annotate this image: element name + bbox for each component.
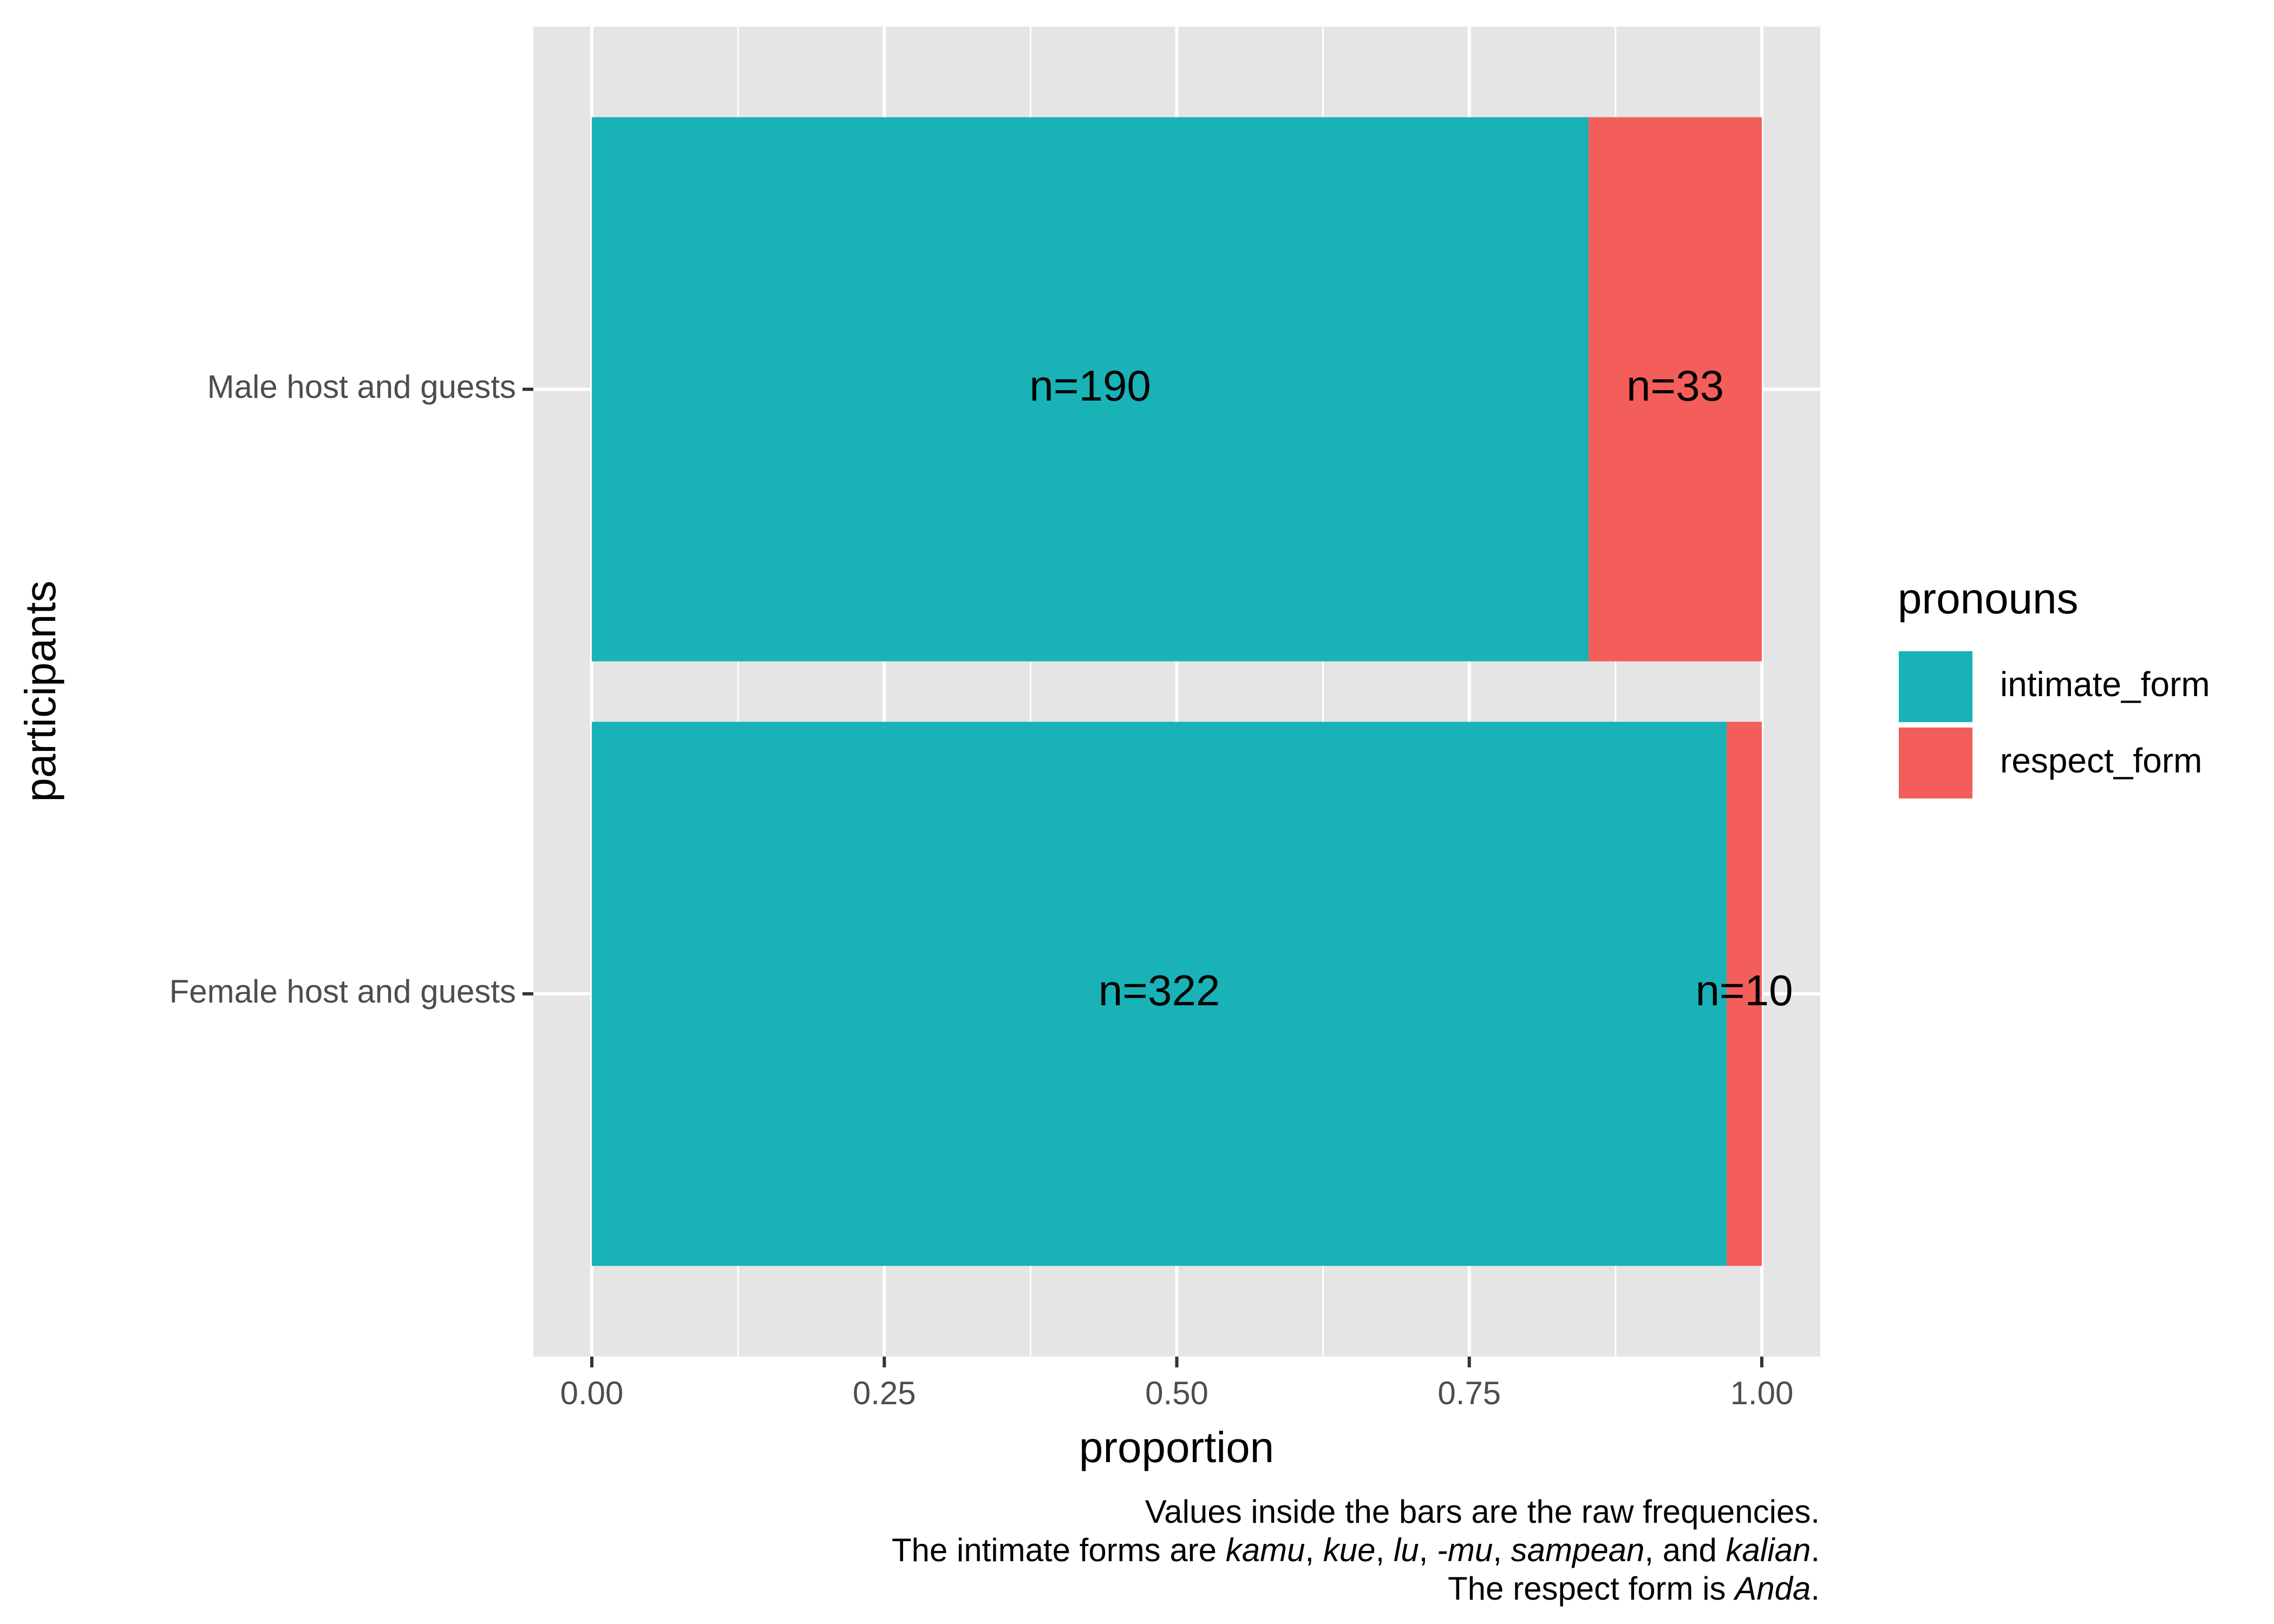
bar <box>1589 117 1762 662</box>
bar <box>1727 722 1762 1266</box>
data-label: n=10 <box>1695 966 1793 1014</box>
caption-text: The respect form is <box>1448 1570 1735 1607</box>
legend-label: respect_form <box>2000 741 2202 780</box>
caption-text: lu <box>1394 1532 1419 1568</box>
x-axis-title: proportion <box>1079 1423 1274 1471</box>
bar <box>592 117 1589 662</box>
caption-text: , <box>1376 1532 1394 1568</box>
caption-text: Anda <box>1733 1570 1811 1607</box>
caption-text: -mu <box>1437 1532 1493 1568</box>
caption-text: The intimate forms are <box>892 1532 1226 1568</box>
caption-text: , <box>1493 1532 1511 1568</box>
caption-text: kamu <box>1226 1532 1305 1568</box>
caption-text: . <box>1811 1532 1820 1568</box>
x-tick-label: 1.00 <box>1730 1375 1794 1411</box>
legend-label: intimate_form <box>2000 665 2210 704</box>
caption-text: kalian <box>1726 1532 1811 1568</box>
bar <box>592 722 1727 1266</box>
caption-text: Values inside the bars are the raw frequ… <box>1145 1494 1820 1530</box>
x-tick-label: 0.75 <box>1437 1375 1501 1411</box>
caption-line: Values inside the bars are the raw frequ… <box>1145 1494 1820 1530</box>
data-label: n=33 <box>1626 362 1724 410</box>
caption-text: sampean <box>1511 1532 1645 1568</box>
x-tick-label: 0.25 <box>853 1375 916 1411</box>
legend-key <box>1897 649 1975 724</box>
y-tick-label: Female host and guests <box>169 973 516 1010</box>
data-label: n=322 <box>1099 966 1220 1014</box>
legend-key <box>1897 725 1975 801</box>
data-label: n=190 <box>1029 362 1151 410</box>
caption-text: , <box>1419 1532 1437 1568</box>
caption-text: . <box>1811 1570 1820 1607</box>
y-tick-label: Male host and guests <box>207 369 516 405</box>
x-tick-label: 0.00 <box>560 1375 624 1411</box>
x-tick-label: 0.50 <box>1145 1375 1208 1411</box>
caption-line: The intimate forms are kamu, kue, lu, -m… <box>892 1532 1820 1568</box>
caption-text: kue <box>1323 1532 1376 1568</box>
caption-line: The respect form is Anda. <box>1448 1570 1820 1607</box>
y-axis-title: participants <box>16 580 64 802</box>
caption-text: , and <box>1644 1532 1726 1568</box>
caption-text: , <box>1305 1532 1323 1568</box>
legend-title: pronouns <box>1898 574 2079 623</box>
